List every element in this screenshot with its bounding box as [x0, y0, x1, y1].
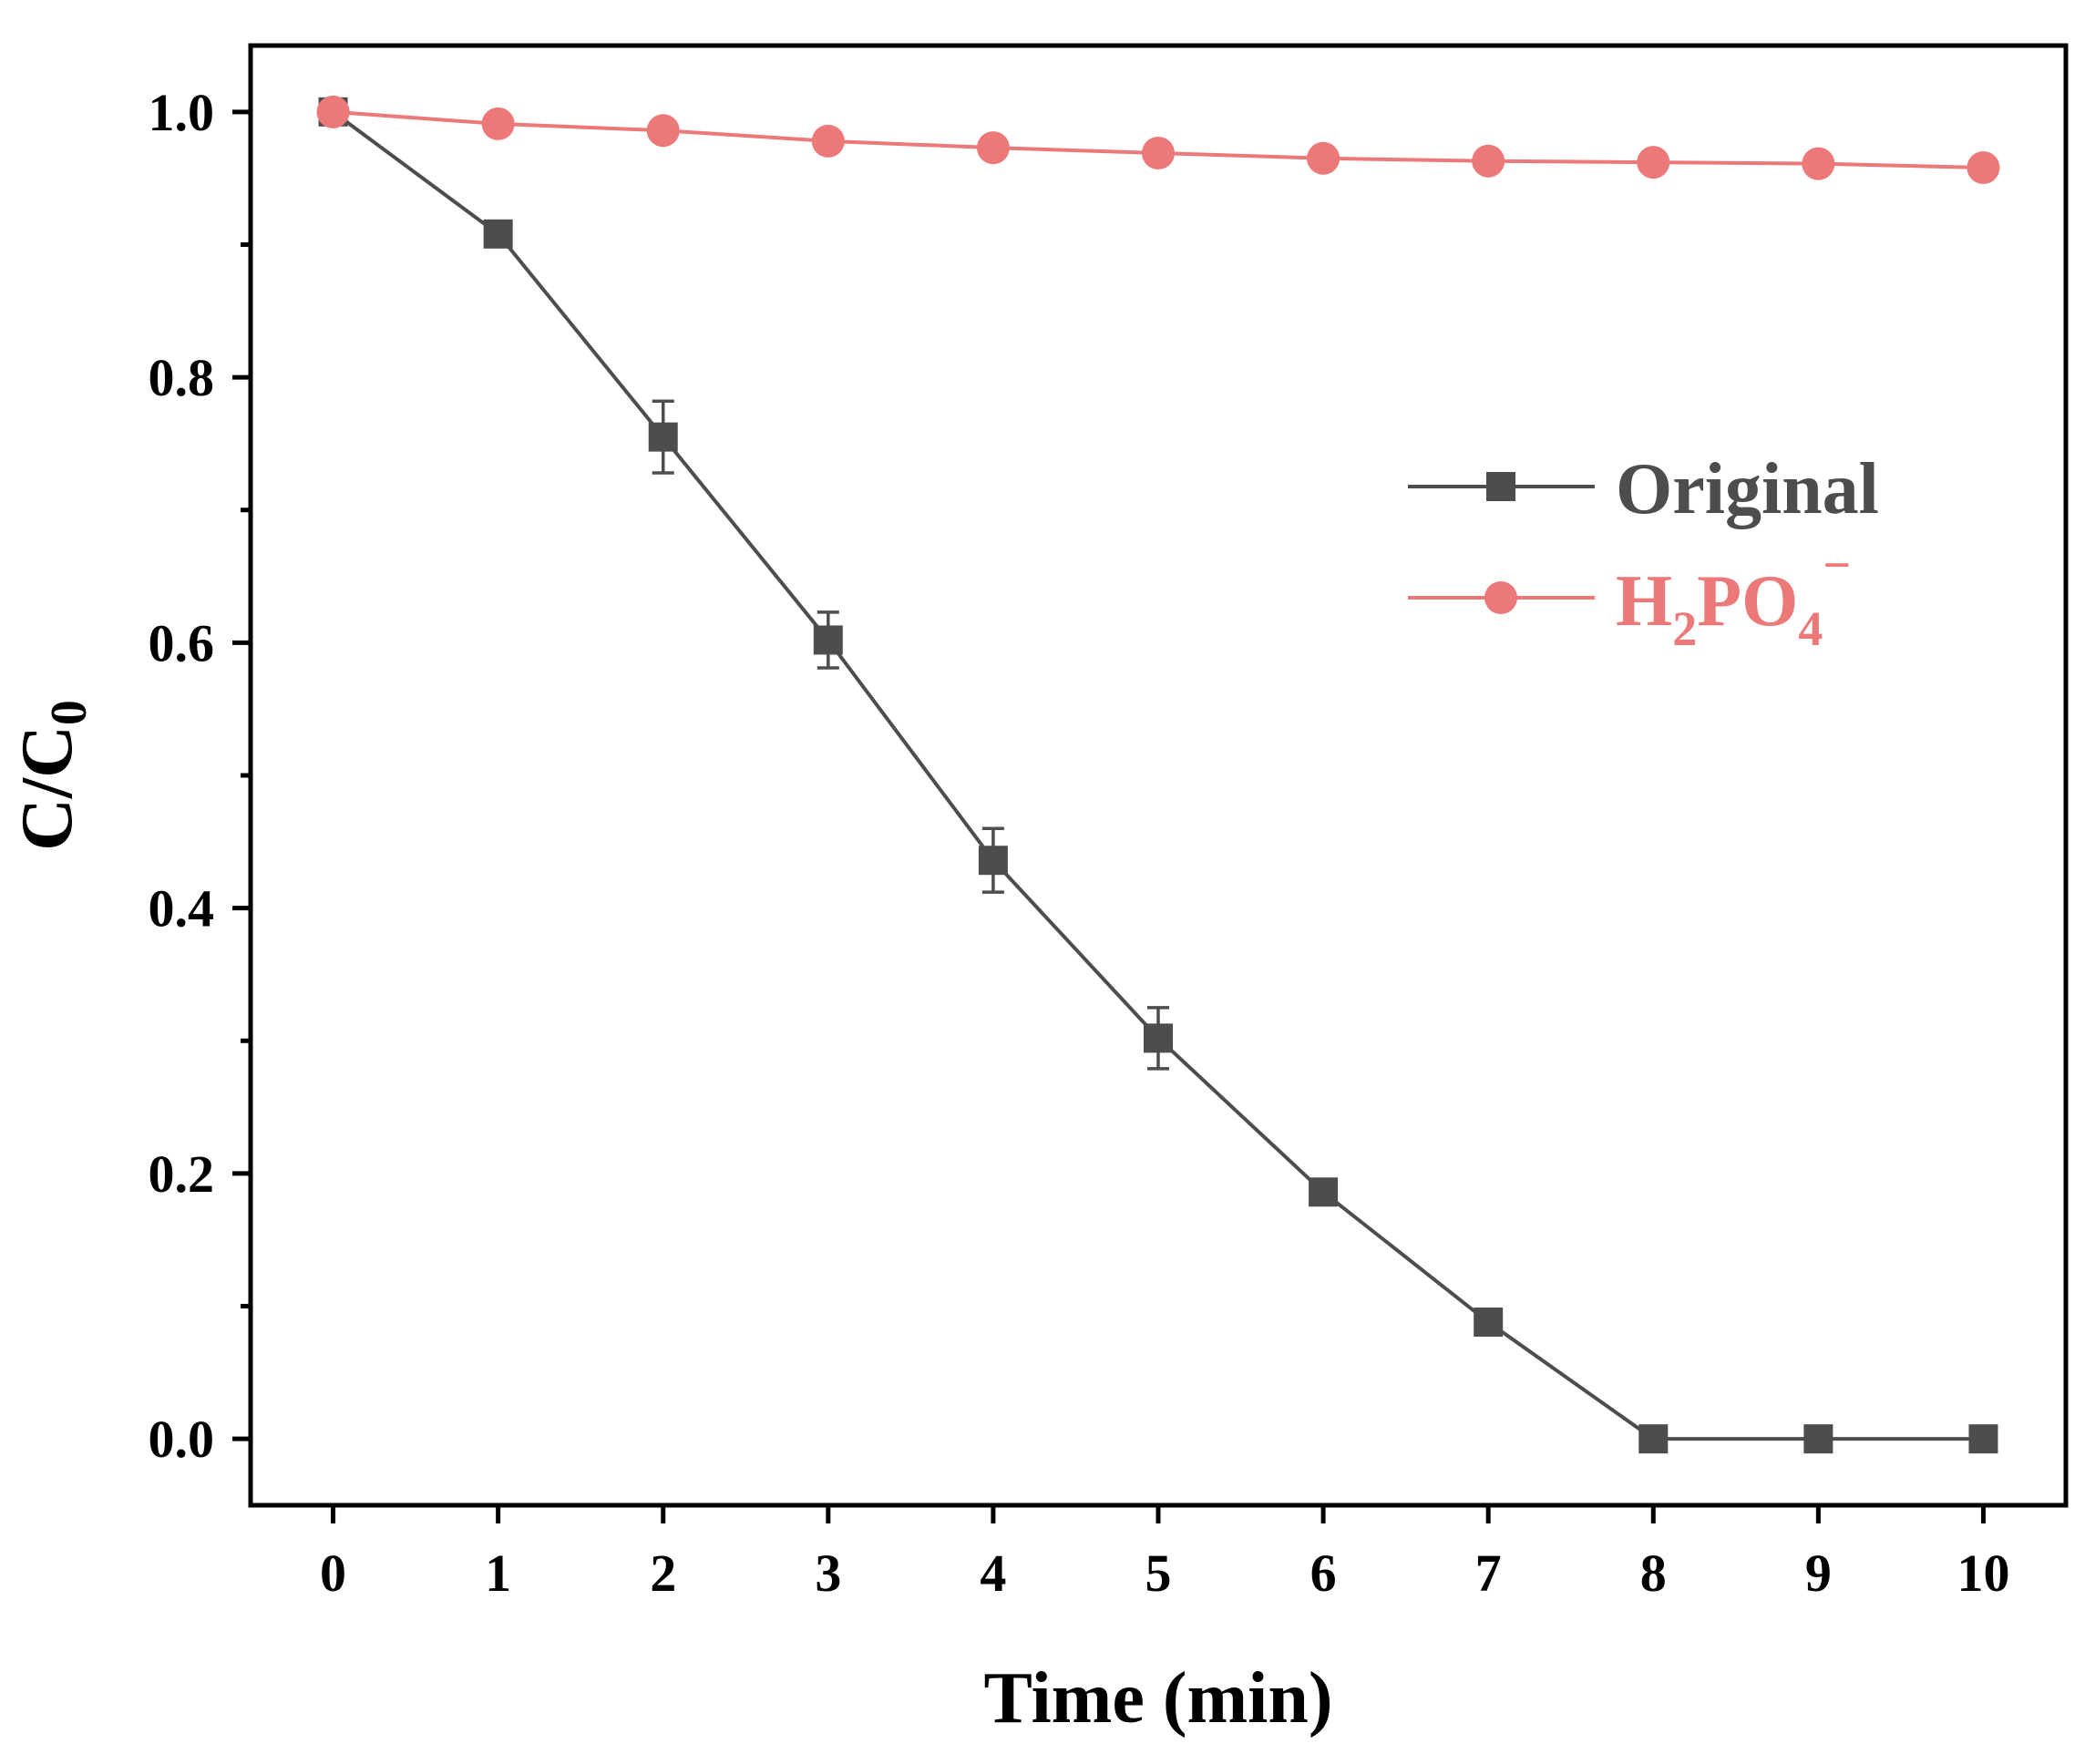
x-tick-label: 10: [1957, 1544, 2009, 1603]
x-axis-ticks: 0 1 2 3 4 5 6 7 8 9 10: [320, 1505, 2009, 1603]
legend-label-original: Original: [1616, 449, 1879, 529]
data-point-square: [483, 219, 513, 249]
data-point-circle: [1307, 141, 1340, 175]
y-tick-label: 0.8: [149, 348, 215, 407]
data-point-circle: [1802, 147, 1835, 180]
y-axis-title: C/C0: [7, 700, 98, 851]
y-tick-label: 0.6: [149, 613, 215, 672]
y-axis-ticks: 0.0 0.2 0.4 0.6 0.8 1.0: [149, 83, 251, 1469]
y-axis-title-main: C/C: [7, 725, 87, 851]
data-point-circle: [481, 107, 515, 140]
legend-marker-original: [1486, 472, 1515, 501]
data-point-circle: [1967, 150, 2000, 184]
legend-label-h2po4-mid: PO: [1697, 561, 1798, 641]
x-tick-label: 4: [980, 1544, 1006, 1603]
legend: Original H2PO4−: [1408, 449, 1879, 656]
data-point-square: [648, 422, 678, 452]
x-tick-label: 6: [1310, 1544, 1337, 1603]
data-point-circle: [1637, 146, 1670, 179]
data-point-circle: [811, 124, 845, 158]
x-tick-label: 0: [320, 1544, 346, 1603]
data-point-square: [813, 625, 843, 655]
legend-label-h2po4: H2PO4−: [1616, 538, 1851, 656]
x-tick-label: 9: [1805, 1544, 1832, 1603]
y-tick-label: 0.0: [149, 1410, 215, 1469]
x-axis-title: Time (min): [984, 1658, 1333, 1738]
x-tick-label: 8: [1640, 1544, 1667, 1603]
data-point-circle: [976, 131, 1010, 165]
y-axis-title-group: C/C0: [7, 700, 98, 851]
data-point-square: [1309, 1177, 1339, 1207]
legend-item-h2po4: H2PO4−: [1408, 538, 1851, 656]
series-line: [332, 110, 1984, 1441]
y-axis-title-subscript: 0: [41, 700, 98, 725]
data-point-circle: [646, 114, 680, 148]
series-h2po4: [316, 95, 2000, 184]
y-tick-label: 1.0: [149, 83, 215, 142]
series-original: [318, 97, 1998, 1454]
legend-label-h2po4-sub2: 4: [1798, 601, 1823, 656]
legend-label-h2po4-sup: −: [1823, 538, 1851, 592]
x-tick-label: 1: [485, 1544, 511, 1603]
data-point-square: [1968, 1424, 1998, 1454]
data-point-square: [1803, 1424, 1833, 1454]
x-tick-label: 2: [650, 1544, 676, 1603]
x-tick-label: 5: [1145, 1544, 1172, 1603]
y-tick-label: 0.4: [149, 879, 215, 938]
series-layer: [316, 95, 2000, 1454]
data-point-square: [1144, 1023, 1173, 1053]
data-point-square: [1474, 1308, 1504, 1338]
x-tick-label: 3: [815, 1544, 841, 1603]
data-point-square: [1638, 1424, 1669, 1454]
x-tick-label: 7: [1475, 1544, 1502, 1603]
legend-label-h2po4-sub1: 2: [1672, 601, 1697, 656]
data-point-circle: [1142, 136, 1175, 169]
data-point-circle: [1472, 144, 1505, 178]
y-tick-label: 0.2: [149, 1144, 215, 1204]
data-point-square: [978, 846, 1008, 876]
legend-label-h2po4-base: H: [1616, 561, 1672, 641]
legend-marker-h2po4: [1484, 581, 1517, 614]
legend-item-original: Original: [1408, 449, 1879, 529]
data-point-circle: [316, 95, 350, 128]
